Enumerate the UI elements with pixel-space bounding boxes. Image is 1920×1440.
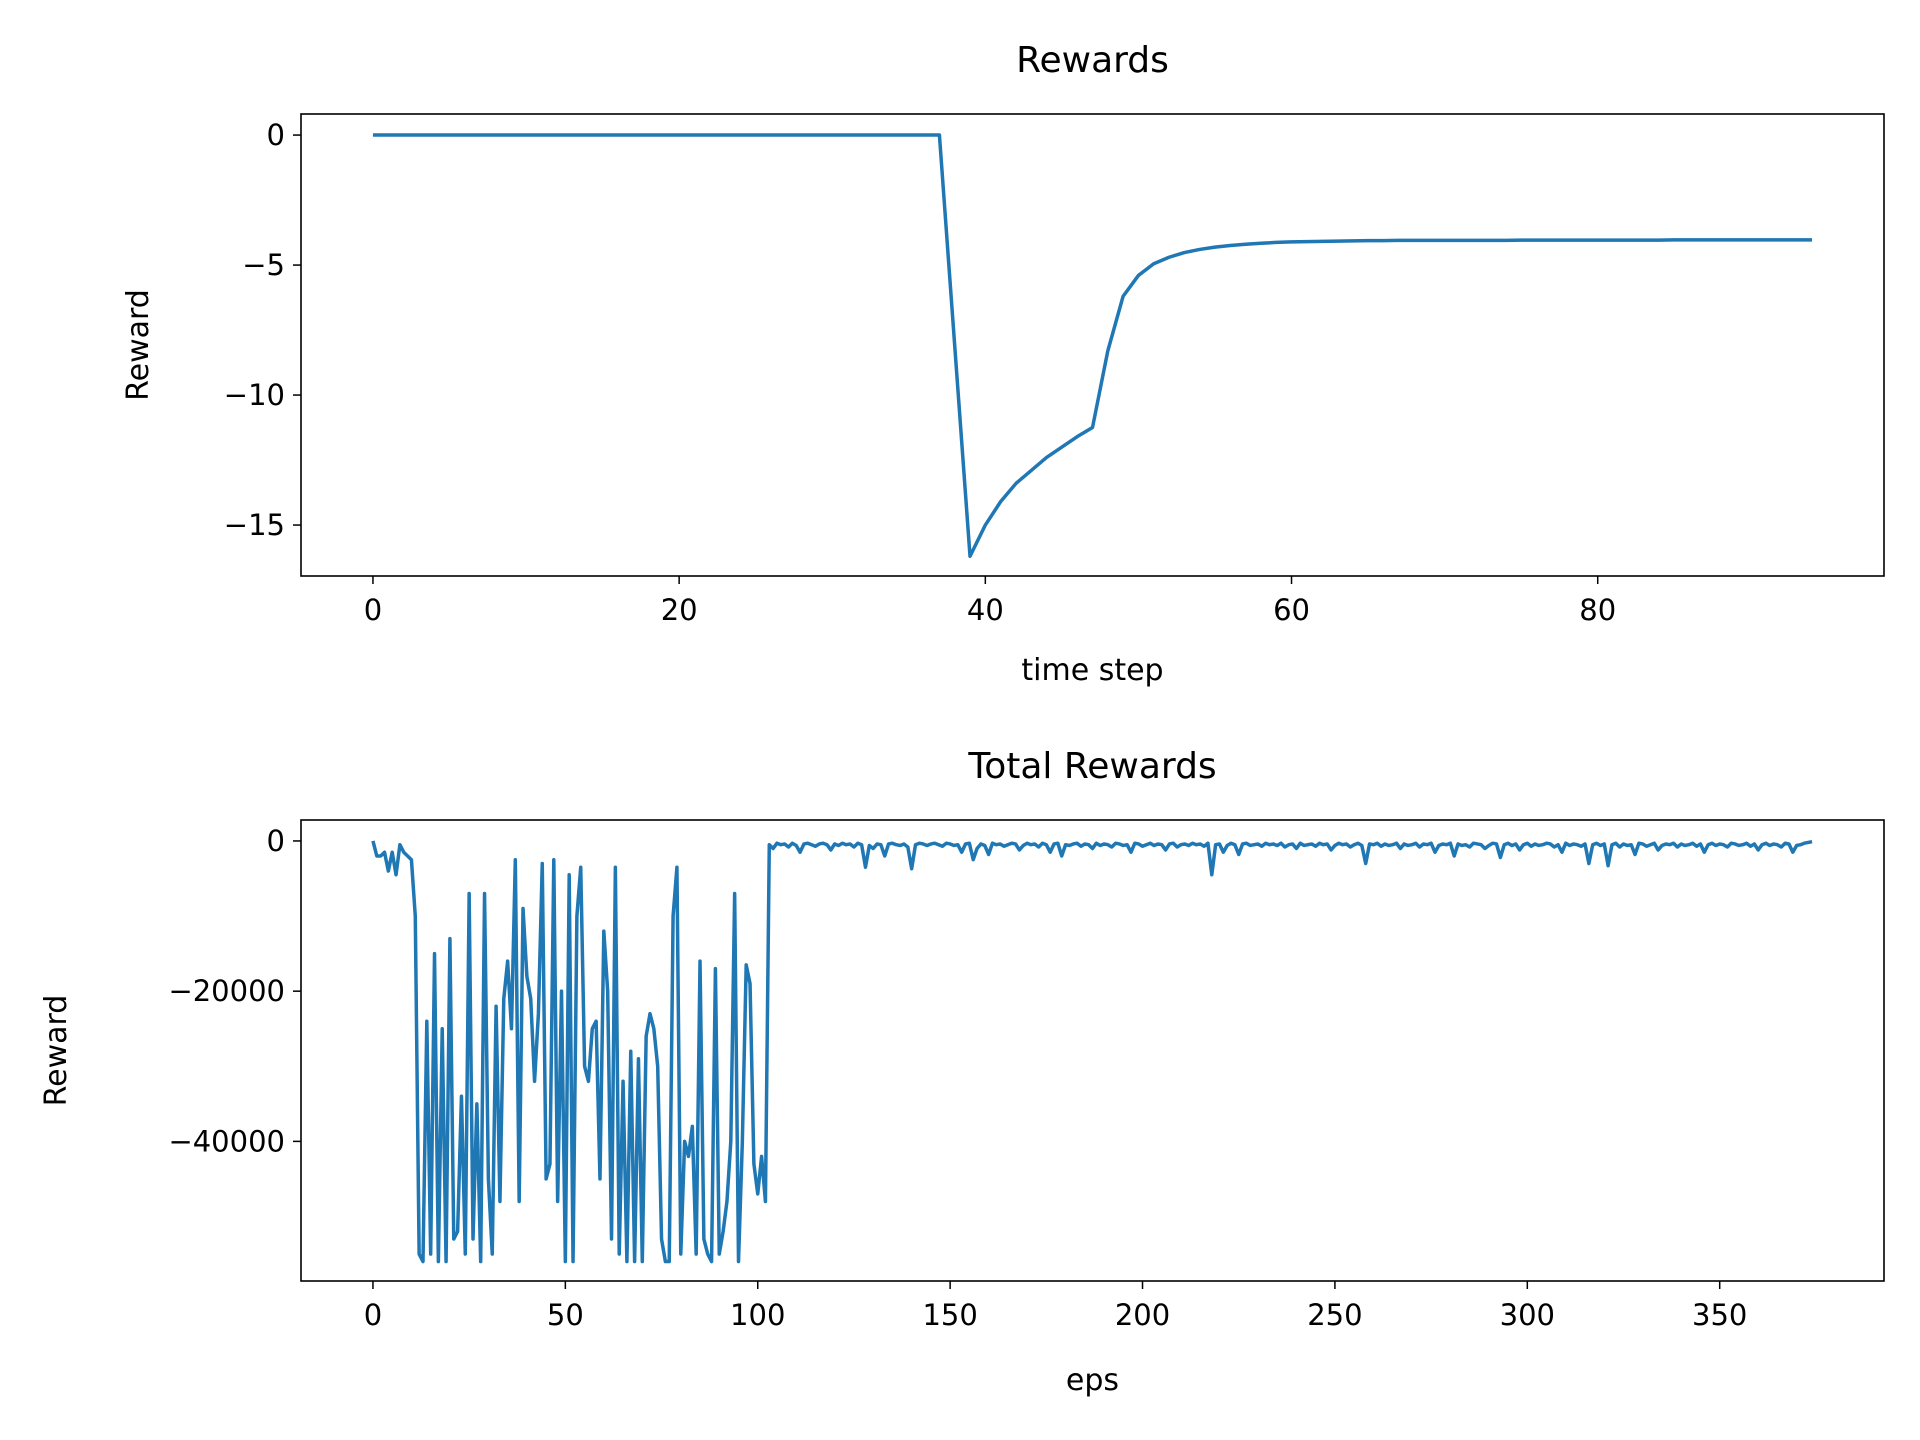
y-tick-label: −40000 xyxy=(168,1124,285,1158)
x-tick-label: 250 xyxy=(1307,1298,1362,1332)
x-tick-label: 60 xyxy=(1273,593,1310,627)
x-tick-label: 0 xyxy=(364,593,382,627)
x-tick-label: 20 xyxy=(661,593,698,627)
x-tick-label: 50 xyxy=(547,1298,584,1332)
x-axis-label: eps xyxy=(1066,1363,1119,1398)
x-tick-label: 0 xyxy=(364,1298,382,1332)
data-line xyxy=(371,839,1813,1264)
y-tick-label: 0 xyxy=(267,118,285,152)
x-tick-label: 40 xyxy=(967,593,1004,627)
y-tick-label: −15 xyxy=(224,508,285,542)
x-tick-label: 300 xyxy=(1500,1298,1555,1332)
subplot: 0 20 40 60 80 0 −5 −10 −15 Rewards time step Reward xyxy=(121,40,1885,688)
axes-frame xyxy=(300,113,1885,577)
chart-title: Total Rewards xyxy=(967,746,1216,787)
x-tick-label: 200 xyxy=(1115,1298,1170,1332)
x-tick-label: 150 xyxy=(922,1298,977,1332)
x-tick-label: 80 xyxy=(1579,593,1616,627)
axes-frame xyxy=(300,819,1885,1282)
y-tick-label: −5 xyxy=(242,248,285,282)
y-axis-label: Reward xyxy=(39,995,74,1107)
x-axis-label: time step xyxy=(1021,653,1163,688)
y-tick-label: −10 xyxy=(224,378,285,412)
y-tick-label: −20000 xyxy=(168,974,285,1008)
chart-title: Rewards xyxy=(1016,40,1169,81)
subplot: 0 50 100 150 200 250 300 350 0 −20000 −40000 Total … xyxy=(39,746,1885,1398)
y-axis-label: Reward xyxy=(121,289,156,401)
x-tick-label: 350 xyxy=(1692,1298,1747,1332)
y-tick-label: 0 xyxy=(267,824,285,858)
data-line xyxy=(372,133,1813,558)
x-tick-label: 100 xyxy=(730,1298,785,1332)
